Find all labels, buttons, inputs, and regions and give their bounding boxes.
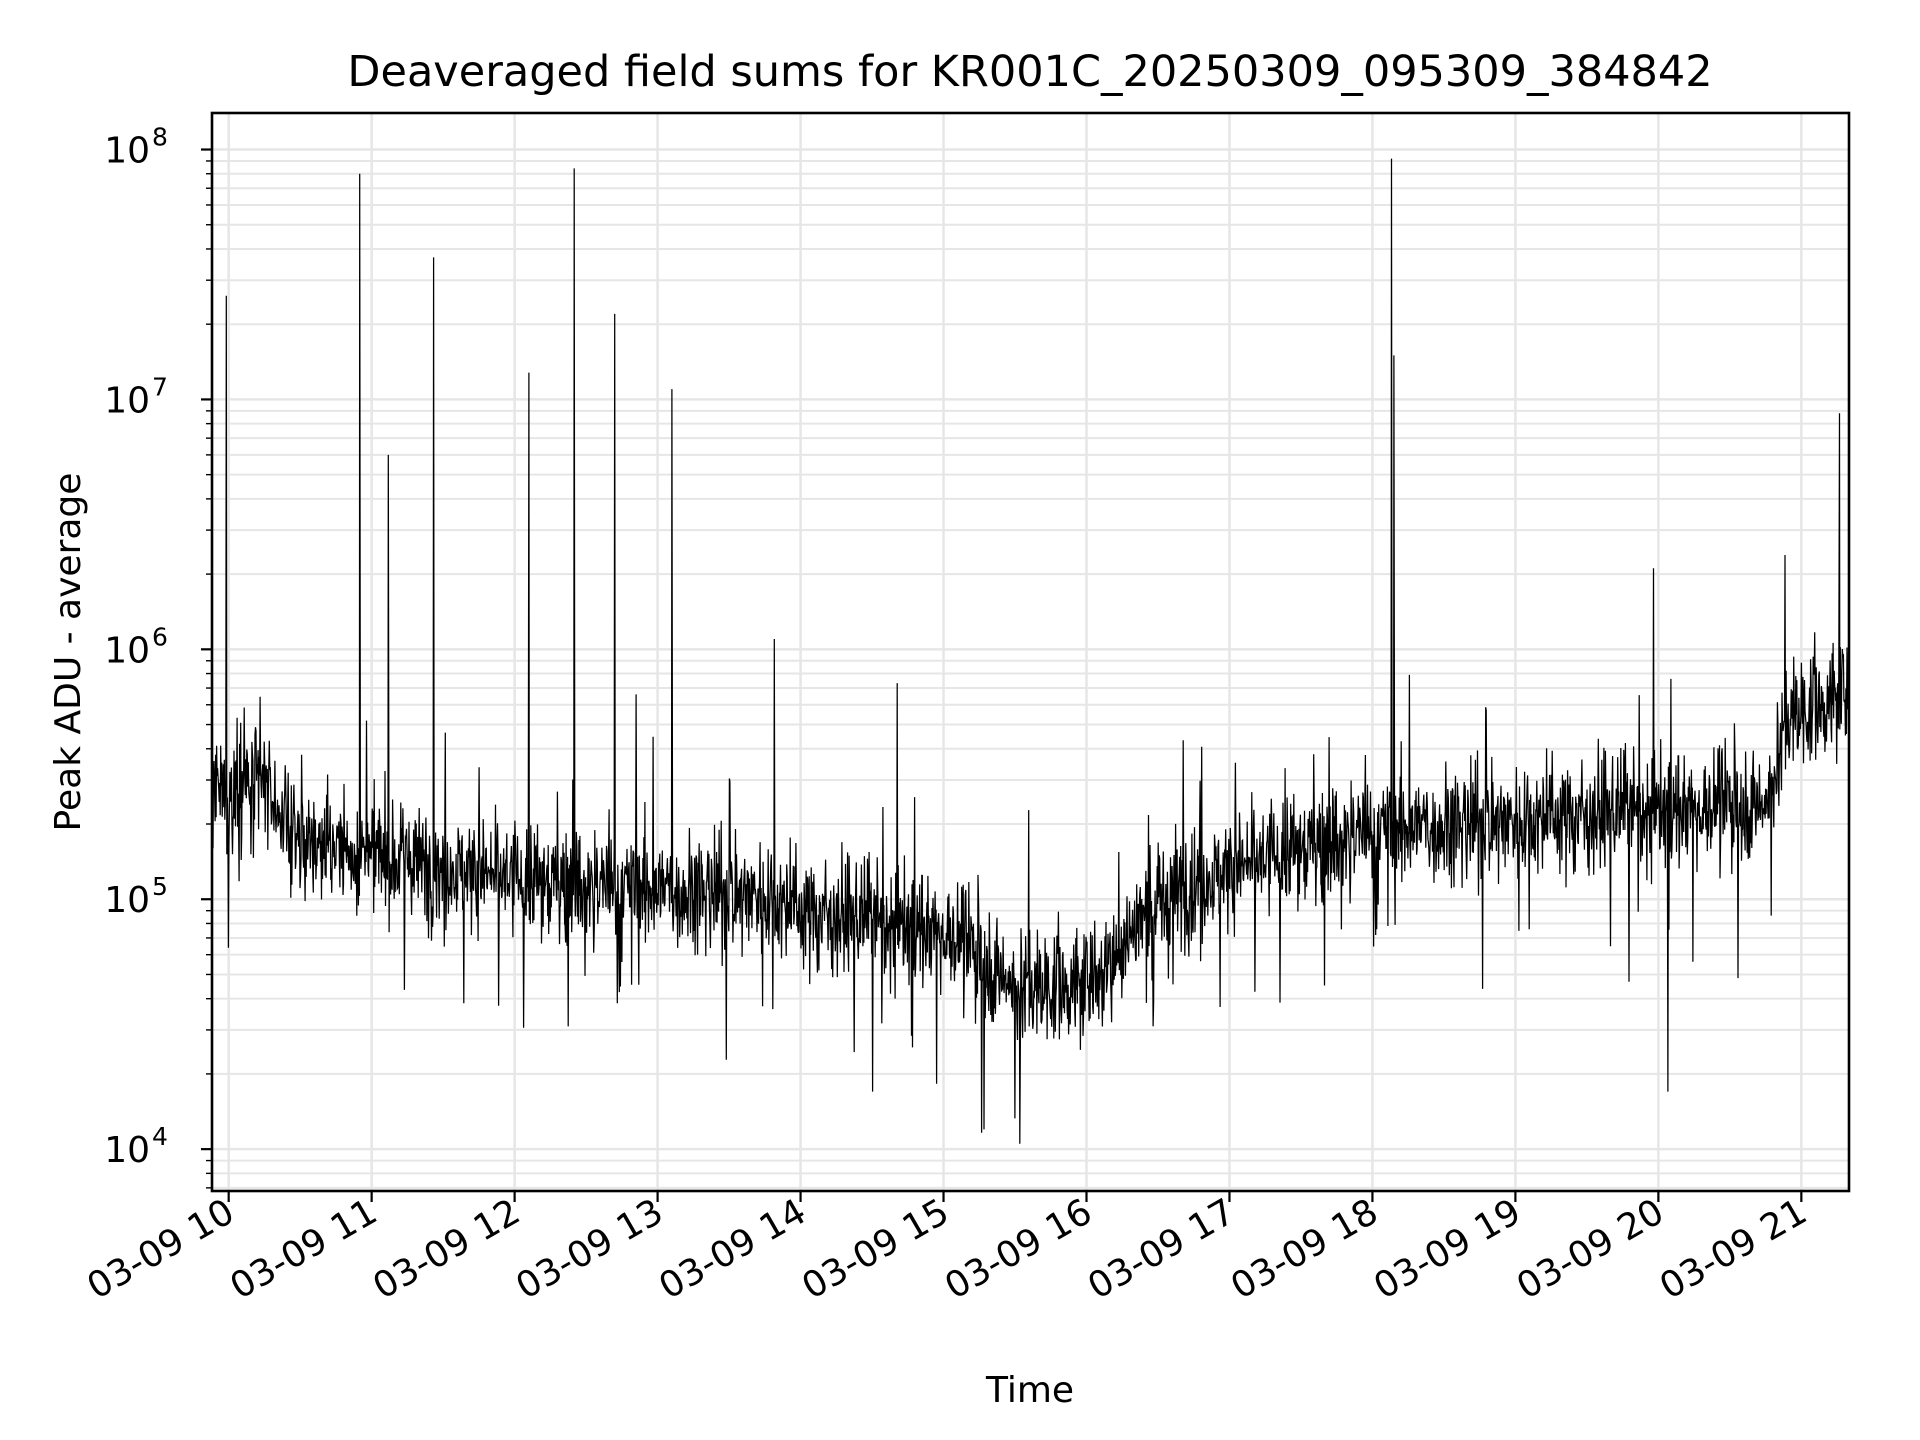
- y-tick-label: 10 4: [104, 1122, 168, 1171]
- x-tick-label: 03-09 10: [81, 1191, 242, 1307]
- y-tick-base: 10: [104, 131, 150, 172]
- x-axis-label: Time: [985, 1370, 1074, 1411]
- x-tick-label: 03-09 12: [366, 1191, 527, 1307]
- x-tick-label: 03-09 21: [1653, 1191, 1814, 1307]
- y-tick-exponent: 6: [152, 622, 168, 651]
- x-tick-label: 03-09 16: [938, 1191, 1099, 1307]
- chart-title: Deaveraged field sums for KR001C_2025030…: [347, 47, 1712, 97]
- series-line: [211, 158, 1850, 1144]
- y-tick-label: 10 8: [104, 123, 168, 172]
- x-tick-label: 03-09 14: [652, 1191, 813, 1307]
- y-axis-label: Peak ADU - average: [48, 473, 89, 832]
- y-tick-label: 10 5: [104, 872, 168, 921]
- x-tick-label: 03-09 19: [1367, 1191, 1528, 1307]
- plot-frame: [210, 111, 1851, 1193]
- y-tick-base: 10: [104, 630, 150, 671]
- y-tick-label: 10 7: [104, 372, 168, 421]
- y-tick-exponent: 5: [152, 872, 168, 901]
- y-tick-base: 10: [104, 380, 150, 421]
- y-tick-exponent: 8: [152, 123, 168, 152]
- y-tick-exponent: 4: [152, 1122, 168, 1151]
- y-tick-label: 10 6: [104, 622, 168, 671]
- x-tick-label: 03-09 20: [1510, 1191, 1671, 1307]
- grid: [212, 113, 1849, 1191]
- x-tick-label: 03-09 17: [1081, 1191, 1242, 1307]
- y-tick-base: 10: [104, 1130, 150, 1171]
- x-tick-label: 03-09 13: [509, 1191, 670, 1307]
- x-tick-label: 03-09 15: [795, 1191, 956, 1307]
- y-tick-exponent: 7: [152, 372, 168, 401]
- x-tick-label: 03-09 11: [223, 1191, 384, 1307]
- series-layer: [211, 158, 1850, 1144]
- x-tick-label: 03-09 18: [1224, 1191, 1385, 1307]
- y-tick-base: 10: [104, 880, 150, 921]
